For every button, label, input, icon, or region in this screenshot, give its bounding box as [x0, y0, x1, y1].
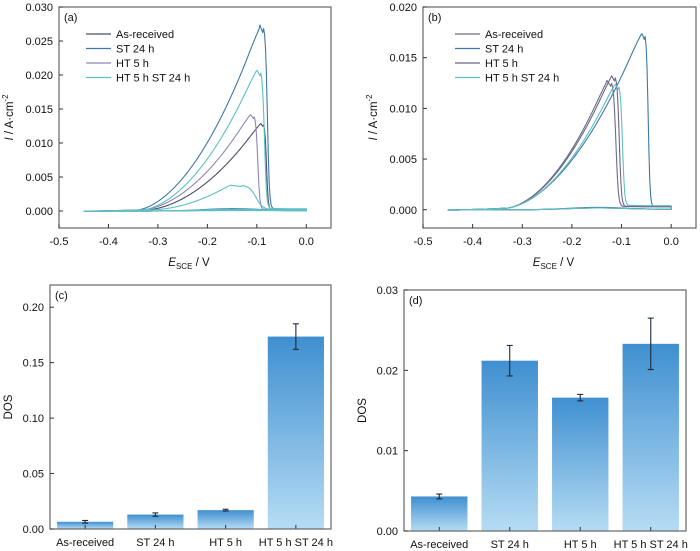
x-tick-label: -0.5 [414, 236, 433, 248]
x-tick-label: -0.2 [198, 236, 217, 248]
x-axis-title-subscript: SCE [176, 262, 192, 271]
plot-frame [58, 6, 332, 229]
panel-label: (d) [409, 295, 422, 307]
x-axis-title-symbol: E [168, 257, 176, 269]
y-tick-label: 0.15 [23, 358, 44, 370]
y-tick-label: 0.00 [377, 526, 398, 538]
legend-label: As-received [116, 29, 174, 41]
x-tick-label: HT 5 h ST 24 h [614, 539, 688, 551]
x-tick-label: -0.1 [247, 236, 266, 248]
bar-st-24-h [481, 360, 538, 531]
x-tick-label: As-received [410, 539, 468, 551]
legend-label: As-received [485, 29, 543, 41]
legend-label: HT 5 h [116, 58, 149, 70]
series-curve-as-received [83, 122, 307, 212]
plot-frame [422, 6, 697, 229]
y-tick-label: 0.01 [377, 446, 398, 458]
x-tick-label: ST 24 h [491, 539, 529, 551]
y-tick-label: 0.10 [23, 413, 44, 425]
x-axis-title-symbol: E [533, 257, 541, 269]
legend-label: HT 5 h ST 24 h [485, 73, 559, 85]
y-tick-label: 0.015 [389, 53, 417, 65]
x-tick-label: As-received [56, 537, 114, 549]
x-axis-title: ESCE / V [168, 257, 210, 271]
legend-label: HT 5 h [485, 58, 518, 70]
legend: As-received ST 24 h HT 5 h HT 5 h ST 24 h [86, 29, 190, 85]
y-tick-label: 0.03 [377, 285, 398, 297]
series-curve-st-24-h [447, 33, 672, 211]
series-curve-as-received [447, 79, 672, 211]
y-tick-label: 0.030 [25, 2, 53, 14]
x-tick-label: -0.3 [148, 236, 167, 248]
y-tick-label: 0.015 [25, 104, 53, 116]
series-curve-ht-5-h-st-24-h-reactivation- [83, 184, 307, 212]
y-axis-title: DOS [357, 398, 369, 423]
x-tick-label: -0.4 [99, 236, 118, 248]
panel-label: (a) [64, 12, 77, 24]
bar-ht-5-h [197, 510, 254, 529]
y-axis-title-symbol: I [368, 137, 380, 141]
y-tick-label: 0.000 [25, 206, 53, 218]
x-tick-label: HT 5 h [209, 537, 242, 549]
y-axis-title: DOS [3, 394, 15, 419]
y-axis-title-superscript: -2 [1, 94, 10, 102]
bar-as-received [411, 496, 468, 531]
y-tick-label: 0.02 [377, 365, 398, 377]
bar-st-24-h [127, 514, 184, 529]
x-tick-label: -0.4 [463, 236, 482, 248]
x-axis-title: ESCE / V [533, 257, 575, 271]
x-tick-label: ST 24 h [136, 537, 174, 549]
series-curve-ht-5-h-st-24-h [83, 69, 307, 212]
y-tick-label: 0.005 [389, 154, 417, 166]
y-axis-title-unit: / A·cm [4, 102, 16, 138]
x-tick-label: -0.2 [562, 236, 581, 248]
x-tick-label: -0.1 [612, 236, 631, 248]
y-axis-title: I / A·cm-2 [365, 94, 380, 141]
y-axis-title: I / A·cm-2 [1, 94, 16, 141]
bar-ht-5-h [552, 397, 609, 531]
y-tick-label: 0.010 [389, 103, 417, 115]
x-tick-label: HT 5 h ST 24 h [259, 537, 333, 549]
y-tick-label: 0.020 [389, 2, 417, 14]
x-tick-label: -0.3 [513, 236, 532, 248]
legend: As-received ST 24 h HT 5 h HT 5 h ST 24 h [455, 29, 559, 85]
legend-label: HT 5 h ST 24 h [116, 73, 190, 85]
panel-a-polarization-chart: 0.000 0.005 0.010 0.015 0.020 0.025 0.030 -0.5 -… [1, 2, 332, 271]
legend-label: ST 24 h [485, 44, 523, 56]
panel-d-dos-bar-chart: As-received ST 24 h HT 5 h HT 5 h ST 24 h 0.… [357, 285, 688, 551]
panel-label: (b) [428, 12, 441, 24]
y-tick-label: 0.010 [25, 138, 53, 150]
y-tick-label: 0.05 [23, 469, 44, 481]
x-axis-title-unit: / V [557, 257, 575, 269]
legend-label: ST 24 h [116, 44, 154, 56]
y-tick-label: 0.000 [389, 205, 417, 217]
x-tick-label: -0.5 [50, 236, 69, 248]
y-tick-label: 0.005 [25, 172, 53, 184]
y-tick-label: 0.20 [23, 302, 44, 314]
bar-ht-5-h-st-24-h [267, 336, 324, 529]
series-curve-ht-5-h-st-24-h [447, 83, 672, 211]
series-curve-ht-5-h [83, 114, 307, 212]
x-axis-title-unit: / V [192, 257, 210, 269]
y-tick-label: 0.025 [25, 36, 53, 48]
x-tick-label: 0.0 [299, 236, 314, 248]
y-tick-label: 0.020 [25, 70, 53, 82]
series-curve-ht-5-h [447, 75, 672, 211]
plot-frame [49, 284, 332, 530]
y-tick-label: 0.00 [23, 524, 44, 536]
y-axis-title-unit: / A·cm [368, 102, 380, 138]
plot-frame [403, 289, 687, 532]
x-tick-label: 0.0 [664, 236, 679, 248]
panel-c-dos-bar-chart: As-received ST 24 h HT 5 h HT 5 h ST 24 h 0.… [3, 284, 333, 549]
bar-ht-5-h-st-24-h [622, 343, 679, 531]
curves-group [83, 24, 307, 212]
y-axis-title-superscript: -2 [365, 94, 374, 102]
panel-label: (c) [55, 290, 68, 302]
y-axis-title-symbol: I [4, 137, 16, 141]
x-axis-title-subscript: SCE [540, 262, 556, 271]
x-tick-label: HT 5 h [564, 539, 597, 551]
panel-b-polarization-chart: 0.000 0.005 0.010 0.015 0.020 -0.5 -0.4 -0.3 -0.… [365, 2, 697, 271]
curves-group [447, 33, 672, 211]
